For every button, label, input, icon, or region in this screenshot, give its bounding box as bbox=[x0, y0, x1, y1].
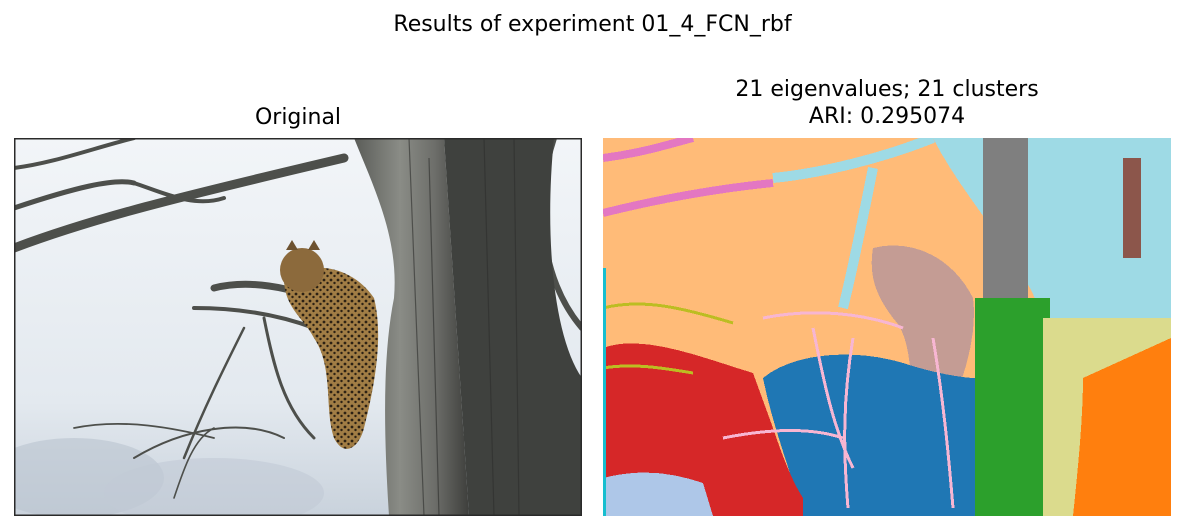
segmentation-map-image bbox=[603, 138, 1171, 516]
figure-suptitle: Results of experiment 01_4_FCN_rbf bbox=[393, 12, 792, 37]
segmentation-image-panel bbox=[603, 138, 1171, 516]
original-panel-title: Original bbox=[14, 104, 582, 131]
segmentation-panel-title: 21 eigenvalues; 21 clusters ARI: 0.29507… bbox=[603, 76, 1171, 130]
segmentation-title-line-2: ARI: 0.295074 bbox=[808, 104, 966, 129]
segmentation-title-line-1: 21 eigenvalues; 21 clusters bbox=[735, 77, 1039, 102]
original-title-line: Original bbox=[254, 105, 342, 130]
original-leopard-image bbox=[14, 138, 582, 516]
original-image-panel bbox=[14, 138, 582, 516]
